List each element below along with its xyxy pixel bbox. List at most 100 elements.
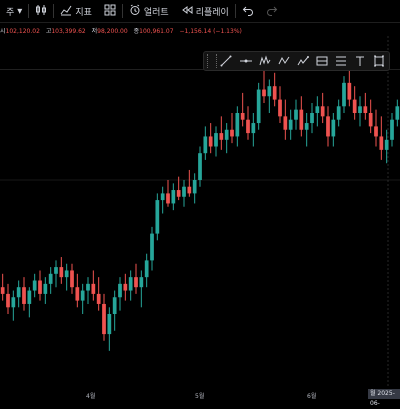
- candle-body: [80, 290, 85, 301]
- top-toolbar: 주 ▾ 지표 얼러트 리플레이: [0, 0, 400, 23]
- horizontal-line-icon: [239, 59, 252, 63]
- x-tick-label: 5월: [195, 393, 205, 400]
- candle-body: [150, 233, 154, 261]
- change-value: −1,156.14 (−1.13%): [179, 28, 242, 35]
- pattern-icon: [259, 55, 271, 66]
- candle-body: [64, 270, 69, 278]
- candle-body: [198, 153, 202, 180]
- toolbar-divider: [28, 4, 30, 18]
- candle-body: [144, 260, 149, 278]
- candle-body: [123, 283, 128, 291]
- candle-body: [336, 106, 341, 120]
- candle-body: [342, 82, 346, 107]
- candle-body: [283, 116, 288, 130]
- projection-icon: [297, 56, 309, 66]
- candle-body: [251, 123, 256, 134]
- close-key: 종: [133, 28, 140, 35]
- price-chart[interactable]: [0, 36, 400, 388]
- time-axis[interactable]: 4월 5월 6월 월 2025-06-: [0, 388, 400, 407]
- close-value: 100,961.07: [139, 28, 174, 35]
- candle-body: [86, 283, 90, 291]
- candle-body: [310, 113, 314, 124]
- wave-icon: [278, 56, 290, 65]
- candle-body: [203, 136, 208, 154]
- alert-button[interactable]: 얼러트: [123, 0, 175, 22]
- pattern-tool[interactable]: [255, 52, 274, 70]
- candle-body: [363, 106, 368, 113]
- candle-body: [70, 270, 74, 288]
- candle-body: [27, 290, 32, 304]
- horizontal-line-tool[interactable]: [236, 52, 255, 70]
- candle-body: [22, 287, 26, 304]
- x-tick-label: 4월: [86, 393, 96, 400]
- candle-body: [38, 280, 42, 294]
- text-tool[interactable]: [351, 52, 370, 70]
- brush-tool[interactable]: [332, 52, 351, 70]
- candle-body: [384, 139, 389, 150]
- candle-body: [374, 126, 378, 137]
- toolbar-divider: [121, 4, 123, 18]
- replay-button[interactable]: 리플레이: [175, 0, 235, 22]
- candle-body: [0, 287, 5, 294]
- replay-icon: [181, 4, 193, 19]
- candle-body: [267, 86, 272, 97]
- trend-line-tool[interactable]: [217, 52, 236, 70]
- brush-icon: [336, 56, 347, 66]
- candle-body: [16, 287, 21, 298]
- candle-body: [390, 119, 394, 140]
- layout-icon: [104, 4, 116, 19]
- toolbar-divider: [234, 4, 236, 18]
- candle-body: [304, 123, 309, 130]
- x-tick-label: 6월: [307, 393, 317, 400]
- open-key: 시: [0, 28, 6, 35]
- chevron-down-icon: ▾: [17, 5, 23, 17]
- layout-button[interactable]: [98, 0, 122, 22]
- candle-body: [315, 106, 320, 113]
- trend-line-icon: [220, 55, 232, 67]
- candle-body: [262, 89, 266, 97]
- candle-body: [96, 293, 101, 304]
- candle-body: [102, 303, 106, 335]
- indicators-label: 지표: [75, 7, 92, 18]
- range-tool[interactable]: [312, 52, 331, 70]
- crosshair-time-label: 월 2025-06-: [368, 389, 400, 407]
- candle-body: [48, 273, 53, 284]
- projection-tool[interactable]: [293, 52, 312, 70]
- undo-button[interactable]: [236, 0, 260, 22]
- undo-icon: [242, 4, 254, 19]
- candle-body: [208, 136, 213, 147]
- candle-body: [240, 113, 245, 120]
- wave-tool[interactable]: [274, 52, 293, 70]
- candle-body: [395, 106, 400, 120]
- candle-body: [54, 267, 58, 274]
- candle-body: [278, 99, 282, 117]
- candle-body: [256, 89, 261, 124]
- candle-body: [352, 99, 357, 113]
- candle-body: [192, 180, 197, 194]
- candle-type-button[interactable]: [29, 0, 53, 22]
- redo-button[interactable]: [260, 0, 284, 22]
- ohlc-legend: 시102,120.02 고103,399.62 저98,200.00 종100,…: [0, 26, 246, 36]
- candle-body: [368, 113, 373, 127]
- interval-button[interactable]: 주 ▾: [0, 0, 28, 22]
- candle-body: [272, 86, 277, 100]
- alert-label: 얼러트: [143, 7, 169, 18]
- candle-body: [358, 106, 362, 113]
- candle-body: [347, 82, 352, 100]
- indicators-button[interactable]: 지표: [54, 0, 98, 22]
- candle-body: [75, 287, 80, 301]
- text-icon: [356, 56, 365, 66]
- candle-body: [166, 193, 170, 204]
- candle-body: [224, 129, 229, 140]
- drag-handle[interactable]: [207, 54, 217, 68]
- candle-body: [171, 190, 176, 204]
- candle-body: [299, 109, 304, 130]
- candle-body: [230, 129, 234, 137]
- candle-body: [182, 186, 186, 197]
- candle-body: [32, 280, 37, 291]
- candle-body: [160, 193, 165, 201]
- redo-icon: [266, 4, 278, 19]
- candle-body: [107, 314, 112, 335]
- measure-tool[interactable]: [370, 52, 389, 70]
- candle-body: [11, 297, 16, 308]
